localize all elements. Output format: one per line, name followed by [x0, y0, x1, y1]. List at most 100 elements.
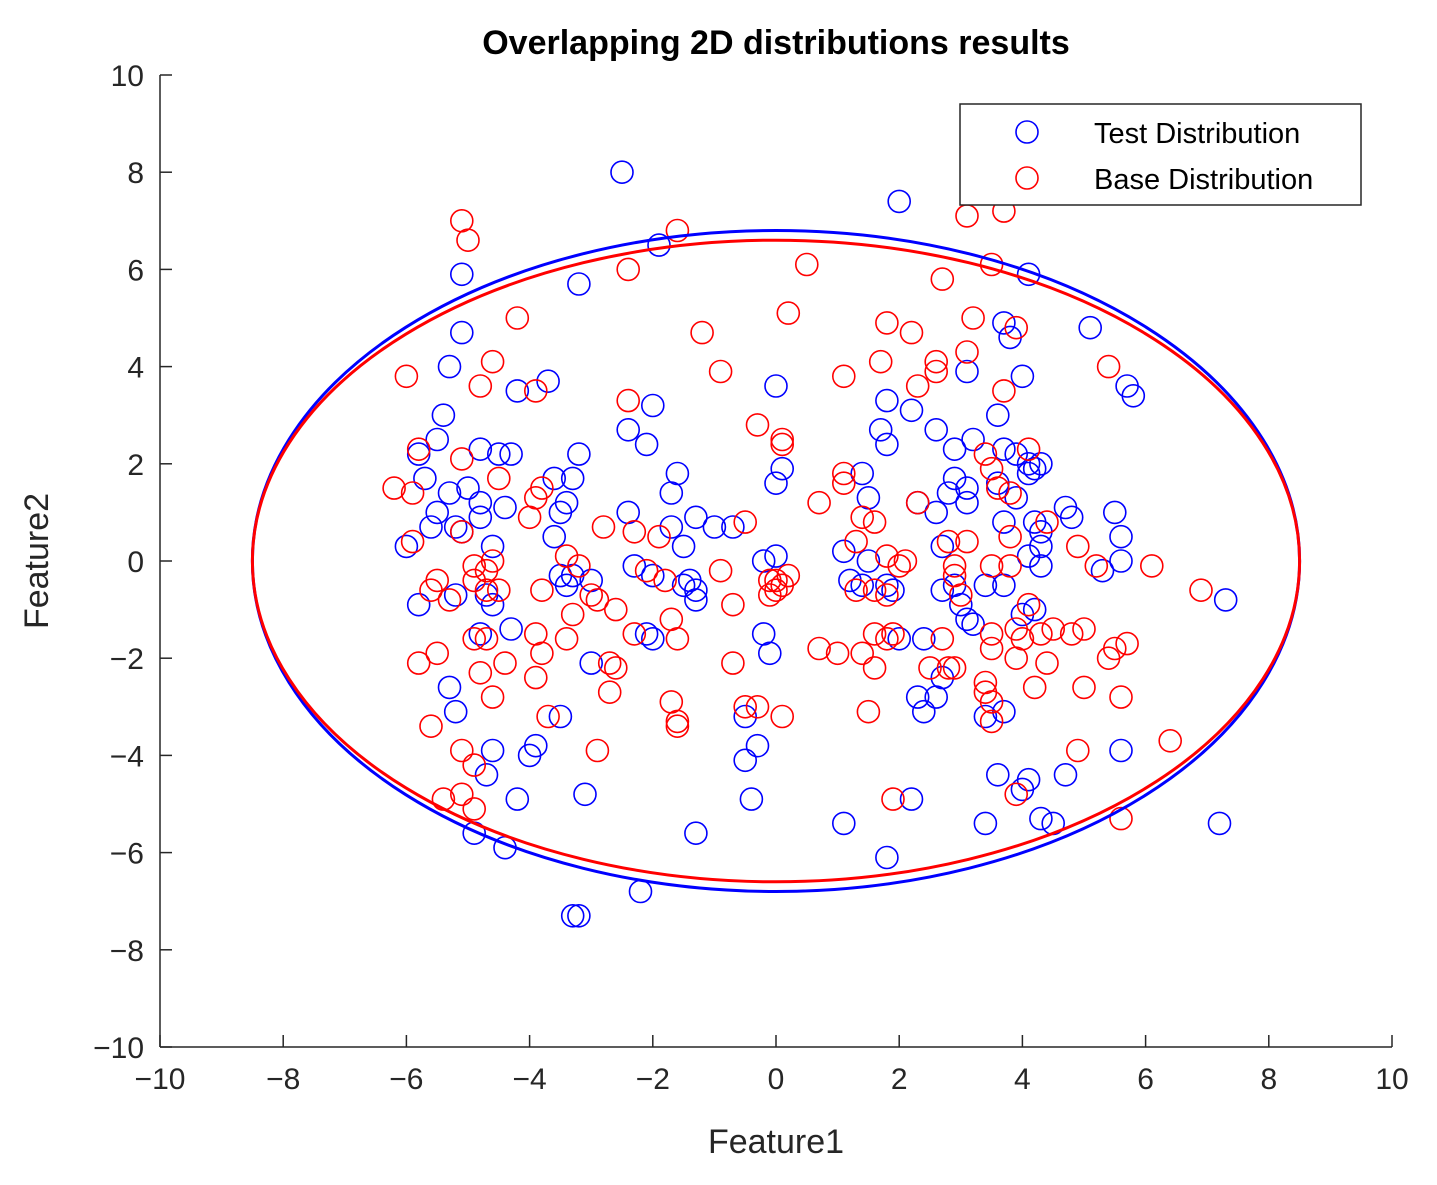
data-point	[671, 534, 696, 559]
data-point	[1041, 617, 1065, 641]
data-point	[850, 641, 875, 666]
data-point	[486, 466, 511, 491]
data-point	[1059, 505, 1084, 530]
x-tick-label: 0	[768, 1063, 785, 1096]
chart-title: Overlapping 2D distributions results	[482, 24, 1070, 62]
data-point	[1066, 738, 1090, 763]
y-ticks: −10 −8 −6 −4 −2 0 2 4 6 8 10	[93, 60, 172, 1065]
data-point	[400, 529, 425, 554]
x-tick-label: 6	[1137, 1063, 1154, 1096]
data-point	[905, 685, 930, 709]
data-point	[456, 476, 480, 500]
data-point	[776, 301, 801, 325]
data-point	[739, 787, 764, 811]
data-point	[425, 500, 450, 525]
data-point	[425, 641, 450, 666]
data-point	[905, 374, 930, 398]
data-point	[622, 622, 647, 646]
y-tick-label: −6	[110, 838, 144, 871]
legend: Test Distribution Base Distribution	[959, 103, 1362, 206]
data-point	[449, 320, 474, 345]
data-point	[437, 354, 462, 379]
data-point	[1022, 456, 1047, 481]
data-point	[1010, 364, 1035, 389]
y-tick-label: 8	[127, 157, 144, 190]
data-point	[640, 563, 665, 588]
data-point	[955, 529, 979, 554]
data-point	[733, 704, 758, 729]
data-point	[998, 524, 1022, 549]
data-point	[979, 690, 1004, 714]
data-point	[942, 437, 967, 462]
data-point	[1004, 646, 1029, 671]
data-point	[936, 656, 961, 680]
data-point	[930, 534, 955, 559]
data-point	[1029, 622, 1053, 646]
data-point	[721, 651, 745, 675]
x-tick-label: −6	[389, 1063, 423, 1096]
data-point	[616, 417, 641, 442]
data-point	[862, 622, 887, 646]
data-point	[862, 578, 887, 603]
data-point	[542, 466, 567, 491]
data-point	[911, 699, 936, 724]
data-point	[1022, 675, 1047, 700]
data-point	[468, 374, 493, 398]
data-point	[875, 432, 899, 457]
data-point	[603, 597, 628, 622]
data-point	[936, 529, 961, 554]
data-point	[868, 417, 893, 442]
data-point	[443, 699, 468, 724]
data-point	[961, 306, 985, 330]
data-point	[474, 578, 499, 603]
data-point	[659, 481, 684, 505]
data-point	[573, 782, 597, 807]
data-point	[616, 388, 641, 413]
data-point	[449, 262, 474, 287]
data-point	[936, 481, 961, 505]
data-point	[924, 359, 949, 384]
data-point	[1109, 738, 1133, 763]
data-point	[554, 544, 579, 568]
data-point	[1109, 806, 1133, 831]
data-point	[856, 485, 881, 510]
data-point	[437, 481, 462, 505]
data-point	[992, 510, 1016, 534]
data-point	[708, 558, 733, 583]
data-point	[480, 738, 505, 763]
data-point	[1096, 646, 1121, 671]
data-point	[560, 602, 585, 627]
data-point	[456, 228, 480, 252]
data-point	[844, 578, 868, 603]
data-point	[579, 583, 604, 607]
data-point	[530, 578, 554, 603]
data-point	[875, 311, 899, 335]
data-point	[948, 592, 973, 617]
data-point	[955, 476, 979, 500]
data-point	[862, 656, 887, 680]
data-point	[640, 626, 665, 651]
data-point	[1096, 354, 1121, 379]
data-point	[1084, 554, 1109, 578]
data-point	[831, 811, 856, 836]
x-tick-label: −4	[512, 1063, 546, 1096]
data-point	[449, 519, 474, 544]
data-point	[985, 762, 1010, 787]
data-point	[955, 607, 979, 632]
data-point	[875, 388, 899, 413]
data-point	[770, 432, 795, 457]
data-point	[1016, 437, 1041, 462]
y-tick-label: 10	[111, 60, 144, 93]
data-point	[745, 694, 770, 719]
data-point	[899, 787, 924, 811]
data-point	[948, 583, 973, 607]
data-point	[665, 218, 690, 243]
data-point	[505, 787, 530, 811]
data-point	[634, 432, 659, 457]
data-point	[517, 743, 542, 768]
data-point	[751, 549, 776, 573]
data-point	[486, 578, 511, 603]
x-ticks: −10 −8 −6 −4 −2 0 2 4 6 8 10	[135, 1035, 1409, 1096]
plot-area	[250, 160, 1302, 928]
